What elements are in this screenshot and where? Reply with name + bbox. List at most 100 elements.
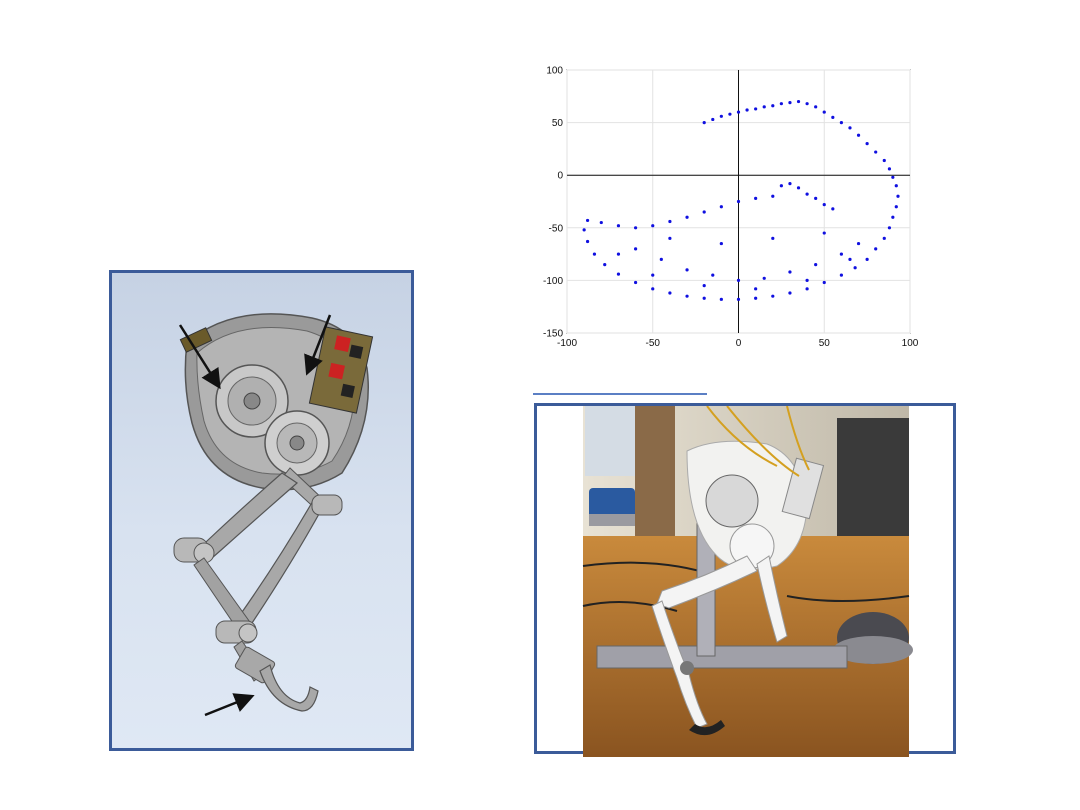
scatter-point (719, 297, 723, 301)
scatter-point (719, 241, 723, 246)
scatter-point (771, 104, 775, 108)
cad-leg-drawing (173, 313, 374, 717)
scatter-point (754, 196, 758, 200)
y-tick-label: 0 (557, 171, 563, 182)
scatter-point (822, 231, 826, 235)
scatter-point (796, 99, 801, 104)
scatter-point (891, 175, 895, 179)
scatter-point (796, 186, 801, 190)
scatter-point (874, 247, 878, 251)
scatter-point (814, 263, 818, 267)
scatter-point (719, 205, 723, 209)
scatter-point (891, 215, 895, 219)
scatter-point (771, 294, 775, 298)
scatter-point (788, 182, 792, 186)
y-tick-label: -100 (543, 276, 563, 287)
points-layer (582, 99, 900, 301)
scatter-point (853, 266, 857, 270)
scatter-point (805, 102, 809, 106)
scatter-point (865, 142, 869, 146)
scatter-point (582, 228, 586, 232)
scatter-point (831, 115, 835, 119)
robot-leg-photo-panel (534, 403, 956, 757)
scatter-point (874, 150, 878, 154)
scatter-point (685, 268, 689, 272)
scatter-point (848, 126, 852, 130)
scatter-point (754, 287, 758, 291)
scatter-point (616, 252, 621, 256)
scatter-point (616, 224, 621, 228)
x-tick-label: 50 (819, 338, 831, 349)
scatter-point (754, 107, 758, 111)
x-tick-label: -50 (646, 338, 661, 349)
robot-leg-photo (582, 406, 913, 757)
workspace-scatter-plot: -100 -50 0 50 100 100 50 0 -50 -100 -150 (530, 60, 930, 360)
scatter-point (788, 291, 792, 295)
scatter-point (894, 205, 898, 209)
scatter-point (771, 236, 775, 240)
scatter-point (762, 105, 766, 109)
scatter-point (728, 112, 732, 116)
y-tick-label: -50 (549, 223, 564, 234)
scatter-point (702, 296, 706, 300)
scatter-point (668, 291, 672, 295)
scatter-point (592, 252, 597, 256)
scatter-point (711, 273, 715, 277)
scatter-point (702, 121, 706, 125)
scatter-point (771, 194, 775, 198)
scatter-point (736, 297, 741, 301)
y-tick-label: -150 (543, 329, 563, 340)
scatter-point (856, 241, 861, 246)
scatter-point (865, 257, 869, 261)
x-tick-label: 100 (902, 338, 919, 349)
scatter-point (894, 184, 898, 188)
scatter-point (745, 108, 749, 112)
scatter-point (848, 257, 852, 261)
cad-leg-render-panel (109, 270, 414, 751)
scatter-point (603, 263, 607, 267)
scatter-point (839, 252, 843, 256)
scatter-point (779, 102, 783, 106)
scatter-point (659, 257, 663, 261)
scatter-point (616, 272, 621, 276)
scatter-point (882, 236, 886, 240)
scatter-point (736, 278, 741, 282)
scatter-point (896, 194, 900, 198)
scatter-point (814, 196, 818, 200)
scatter-point (805, 278, 809, 282)
scatter-point (839, 121, 843, 125)
scatter-point (887, 226, 892, 230)
scatter-point (754, 296, 758, 300)
scatter-point (822, 110, 826, 114)
y-tick-label: 50 (552, 118, 564, 129)
scatter-point (779, 184, 783, 188)
scatter-point (585, 239, 590, 244)
scatter-point (651, 224, 655, 228)
scatter-point (856, 133, 861, 137)
scatter-point (831, 207, 835, 211)
scatter-point (711, 117, 715, 122)
scatter-point (668, 236, 672, 240)
scatter-point (719, 114, 723, 118)
scatter-point (634, 247, 638, 251)
scatter-point (668, 219, 672, 224)
scatter-point (685, 294, 689, 298)
y-tick-label: 100 (546, 66, 563, 77)
scatter-point (599, 220, 603, 225)
scatter-point (788, 101, 792, 105)
scatter-point (702, 284, 706, 288)
scatter-point (882, 158, 886, 163)
x-tick-label: -100 (557, 338, 577, 349)
scatter-point (702, 210, 706, 214)
scatter-point (822, 203, 826, 207)
scatter-point (822, 280, 826, 285)
scatter-point (634, 226, 638, 230)
scatter-point (736, 199, 741, 204)
scatter-point (887, 167, 892, 171)
scatter-point (685, 215, 689, 219)
scatter-point (788, 270, 792, 274)
scatter-point (805, 192, 809, 196)
scatter-point (839, 273, 843, 277)
